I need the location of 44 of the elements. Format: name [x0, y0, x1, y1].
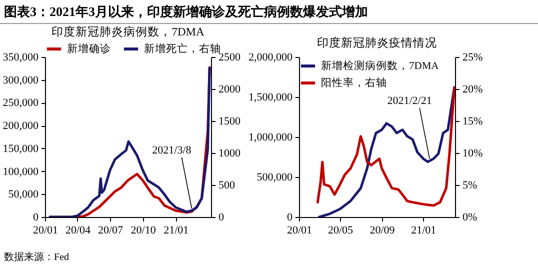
legend-label: 新增确诊 [67, 42, 111, 55]
y2-tick-label: 5% [462, 180, 478, 192]
y-tick-label: 0 [33, 212, 39, 224]
y-tick-label: 0 [287, 212, 293, 224]
y-tick-label: 100,000 [2, 166, 39, 178]
y2-tick-label: 2000 [218, 84, 241, 96]
legend-label: 新增检测病例数，7DMA [321, 59, 440, 72]
y2-tick-label: 0% [462, 212, 478, 224]
y2-tick-label: 2500 [218, 52, 241, 64]
source-note: 数据来源：Fed [3, 250, 70, 264]
legend-label: 新增死亡，右轴 [144, 42, 221, 55]
chart-title: 印度新冠肺炎病例数，7DMA [52, 24, 205, 38]
y2-tick-label: 500 [218, 180, 236, 192]
y2-tick-label: 25% [462, 52, 483, 64]
y-tick-label: 200,000 [2, 120, 39, 132]
y2-tick-label: 1000 [218, 148, 241, 160]
y2-tick-label: 0 [218, 212, 224, 224]
y-tick-label: 250,000 [2, 97, 39, 110]
x-tick-label: 20/05 [328, 224, 354, 236]
y-tick-label: 500,000 [256, 172, 293, 184]
x-tick-label: 20/09 [370, 224, 396, 236]
y-tick-label: 2,000,000 [248, 52, 293, 64]
text: 图表3：2021年3月以来，印度新增确诊及死亡病例数爆发式增加 [0, 0, 538, 24]
x-tick-label: 20/01 [286, 224, 312, 236]
x-tick-label: 20/01 [32, 224, 58, 236]
annotation: 2021/3/8 [152, 144, 192, 157]
chart-title: 印度新冠肺炎疫情情况 [317, 36, 437, 50]
y2-tick-label: 1500 [218, 116, 241, 128]
x-tick-label: 21/01 [164, 224, 189, 236]
y2-tick-label: 20% [462, 84, 483, 96]
y-tick-label: 300,000 [2, 74, 39, 86]
y-tick-label: 50,000 [8, 188, 39, 201]
annotation: 2021/2/21 [387, 94, 432, 107]
x-tick-label: 20/07 [98, 224, 124, 236]
x-tick-label: 21/01 [411, 224, 436, 236]
legend-label: 阳性率，右轴 [321, 76, 387, 89]
y-tick-label: 150,000 [2, 142, 39, 155]
x-tick-label: 20/04 [65, 224, 92, 236]
y2-tick-label: 15% [462, 116, 483, 128]
x-tick-label: 20/10 [130, 224, 156, 236]
y-tick-label: 1,500,000 [248, 92, 293, 104]
y-tick-label: 350,000 [2, 52, 39, 64]
y2-tick-label: 10% [462, 148, 483, 160]
y-tick-label: 1,000,000 [248, 132, 293, 144]
